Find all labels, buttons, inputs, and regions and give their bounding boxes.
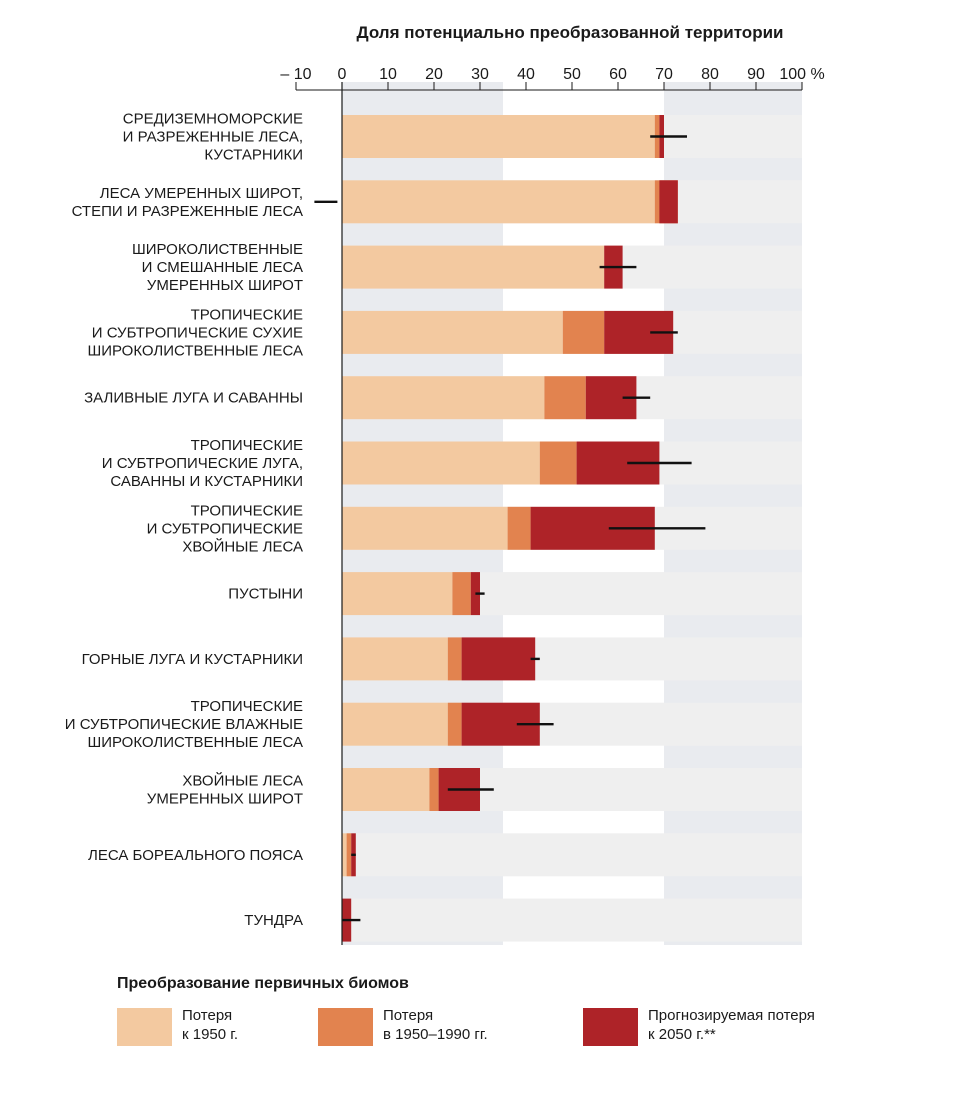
bar-segment-2: [346, 833, 352, 877]
category-label: ПУСТЫНИ: [228, 586, 303, 603]
legend-label: Потеря к 1950 г.: [182, 1007, 238, 1043]
biome-row: ХВОЙНЫЕ ЛЕСА УМЕРЕННЫХ ШИРОТ: [147, 768, 802, 811]
legend: Преобразование первичных биомов Потеря к …: [117, 975, 815, 1046]
category-label: ЗАЛИВНЫЕ ЛУГА И САВАННЫ: [84, 390, 303, 407]
x-tick-label: – 10: [280, 66, 311, 83]
biome-row: ТРОПИЧЕСКИЕ И СУБТРОПИЧЕСКИЕ ВЛАЖНЫЕ ШИРОК…: [65, 698, 802, 751]
bar-segment-1: [342, 768, 430, 811]
bar-segment-2: [544, 376, 586, 420]
x-tick-label: 100 %: [779, 66, 824, 83]
bar-track: [342, 898, 802, 942]
bar-segment-1: [342, 506, 508, 550]
bar-segment-1: [342, 637, 448, 681]
x-tick-label: 60: [609, 66, 627, 83]
category-label: ТРОПИЧЕСКИЕ И СУБТРОПИЧЕСКИЕ СУХИЕ ШИРОКОЛ…: [87, 306, 303, 359]
biome-row: ТУНДРА: [244, 898, 802, 942]
bar-segment-1: [342, 376, 545, 420]
bar-segment-2: [562, 310, 605, 354]
bar-segment-3: [461, 637, 536, 681]
legend-swatch: [583, 1008, 638, 1046]
x-tick-label: 20: [425, 66, 443, 83]
biome-row: ЛЕСА БОРЕАЛЬНОГО ПОЯСА: [88, 833, 802, 877]
legend-label: Потеря в 1950–1990 гг.: [383, 1007, 488, 1043]
zero-axis: [296, 82, 802, 945]
category-label: ЛЕСА УМЕРЕННЫХ ШИРОТ, СТЕПИ И РАЗРЕЖЕННЫЕ…: [72, 185, 303, 220]
bar-track: [342, 833, 802, 877]
bar-segment-1: [342, 245, 605, 289]
x-tick-label: 0: [338, 66, 347, 83]
bar-segment-1: [342, 833, 347, 877]
bar-segment-2: [539, 441, 577, 485]
legend-swatch: [318, 1008, 373, 1046]
bar-segment-1: [342, 702, 448, 746]
bar-segment-2: [447, 637, 462, 681]
category-label: ТРОПИЧЕСКИЕ И СУБТРОПИЧЕСКИЕ ЛУГА, САВАННЫ…: [102, 437, 303, 490]
category-label: ШИРОКОЛИСТВЕННЫЕ И СМЕШАННЫЕ ЛЕСА УМЕРЕННЫ…: [132, 241, 303, 294]
x-tick-label: 80: [701, 66, 719, 83]
biome-row: ТРОПИЧЕСКИЕ И СУБТРОПИЧЕСКИЕ ЛУГА, САВАННЫ…: [102, 437, 802, 490]
bar-segment-1: [342, 310, 563, 354]
biome-row: ТРОПИЧЕСКИЕ И СУБТРОПИЧЕСКИЕ СУХИЕ ШИРОКОЛ…: [87, 306, 802, 359]
bar-segment-1: [342, 180, 655, 224]
bar-segment-2: [447, 702, 462, 746]
x-tick-label: 50: [563, 66, 581, 83]
chart-rows: СРЕДИЗЕМНОМОРСКИЕ И РАЗРЕЖЕННЫЕ ЛЕСА, КУСТ…: [65, 111, 802, 942]
x-tick-label: 10: [379, 66, 397, 83]
biome-row: ЗАЛИВНЫЕ ЛУГА И САВАННЫ: [84, 376, 802, 420]
bar-segment-1: [342, 572, 453, 616]
x-axis-ticks: – 10 0 10 20 30 40 50 60 70 80 90 100 %: [280, 66, 825, 90]
legend-label: Прогнозируемая потеря к 2050 г.**: [648, 1007, 815, 1043]
biome-row: ШИРОКОЛИСТВЕННЫЕ И СМЕШАННЫЕ ЛЕСА УМЕРЕННЫ…: [132, 241, 802, 294]
category-label: ТУНДРА: [244, 912, 303, 929]
chart-title: Доля потенциально преобразованной террит…: [357, 23, 784, 42]
bar-segment-2: [452, 572, 471, 616]
legend-items: Потеря к 1950 г. Потеря в 1950–1990 гг. Прог…: [117, 1007, 815, 1046]
bar-segment-3: [659, 180, 678, 224]
biome-row: СРЕДИЗЕМНОМОРСКИЕ И РАЗРЕЖЕННЫЕ ЛЕСА, КУСТ…: [123, 111, 802, 164]
legend-swatch: [117, 1008, 172, 1046]
biome-row: ПУСТЫНИ: [228, 572, 802, 616]
biome-row: ТРОПИЧЕСКИЕ И СУБТРОПИЧЕСКИЕ ХВОЙНЫЕ ЛЕСА: [147, 502, 802, 555]
bar-segment-2: [507, 506, 531, 550]
category-label: ЛЕСА БОРЕАЛЬНОГО ПОЯСА: [88, 847, 303, 864]
biome-row: ЛЕСА УМЕРЕННЫХ ШИРОТ, СТЕПИ И РАЗРЕЖЕННЫЕ…: [72, 180, 802, 224]
category-label: ГОРНЫЕ ЛУГА И КУСТАРНИКИ: [82, 651, 303, 668]
category-label: ХВОЙНЫЕ ЛЕСА УМЕРЕННЫХ ШИРОТ: [147, 772, 303, 808]
legend-title: Преобразование первичных биомов: [117, 975, 409, 992]
category-label: СРЕДИЗЕМНОМОРСКИЕ И РАЗРЕЖЕННЫЕ ЛЕСА, КУСТ…: [123, 111, 303, 164]
category-label: ТРОПИЧЕСКИЕ И СУБТРОПИЧЕСКИЕ ХВОЙНЫЕ ЛЕСА: [147, 502, 303, 555]
x-tick-label: 90: [747, 66, 765, 83]
x-tick-label: 40: [517, 66, 535, 83]
x-tick-label: 30: [471, 66, 489, 83]
biome-row: ГОРНЫЕ ЛУГА И КУСТАРНИКИ: [82, 637, 802, 681]
bar-segment-1: [342, 441, 540, 485]
x-tick-label: 70: [655, 66, 673, 83]
bar-segment-1: [342, 115, 655, 158]
bar-segment-2: [429, 768, 439, 811]
category-label: ТРОПИЧЕСКИЕ И СУБТРОПИЧЕСКИЕ ВЛАЖНЫЕ ШИРОК…: [65, 698, 303, 751]
